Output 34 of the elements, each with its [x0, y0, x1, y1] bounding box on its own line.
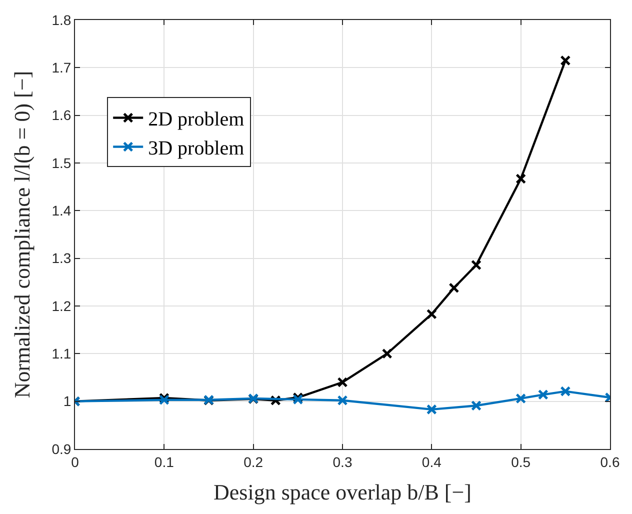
x-tick-label: 0.4	[422, 454, 442, 470]
y-tick-label: 0.9	[52, 440, 72, 457]
y-tick-label: 1	[63, 393, 72, 410]
y-tick-label: 1.2	[52, 298, 72, 314]
y-tick-label: 1.3	[52, 250, 72, 266]
y-axis-title: Normalized compliance l/l(b = 0) [−]	[10, 70, 35, 398]
point	[448, 282, 460, 294]
point	[382, 348, 392, 359]
y-tick-label: 1.6	[52, 107, 72, 124]
x-tick-label: 0.1	[154, 454, 174, 470]
y-tick-label: 1.1	[52, 346, 72, 362]
x-tick-label: 0	[71, 454, 80, 470]
point	[538, 389, 548, 400]
point	[560, 55, 571, 66]
x-tick-label: 0.5	[511, 454, 531, 470]
point	[337, 377, 348, 388]
point	[426, 308, 437, 320]
point	[426, 404, 437, 415]
legend-label: 3D problem	[148, 138, 245, 160]
point	[516, 173, 526, 184]
y-tick-label: 1.4	[52, 202, 72, 219]
y-tick-label: 1.5	[52, 154, 72, 171]
point	[516, 393, 526, 404]
x-tick-label: 0.3	[332, 454, 352, 470]
x-tick-label: 0.2	[244, 454, 264, 470]
x-tick-label: 0.6	[600, 454, 620, 470]
point	[560, 386, 571, 397]
y-tick-label: 1.7	[52, 60, 72, 76]
point	[471, 400, 482, 411]
point	[471, 260, 482, 270]
legend-label: 2D problem	[148, 108, 245, 131]
x-axis-title: Design space overlap b/B [−]	[214, 480, 472, 505]
point	[337, 395, 348, 406]
y-tick-label: 1.8	[52, 12, 72, 28]
